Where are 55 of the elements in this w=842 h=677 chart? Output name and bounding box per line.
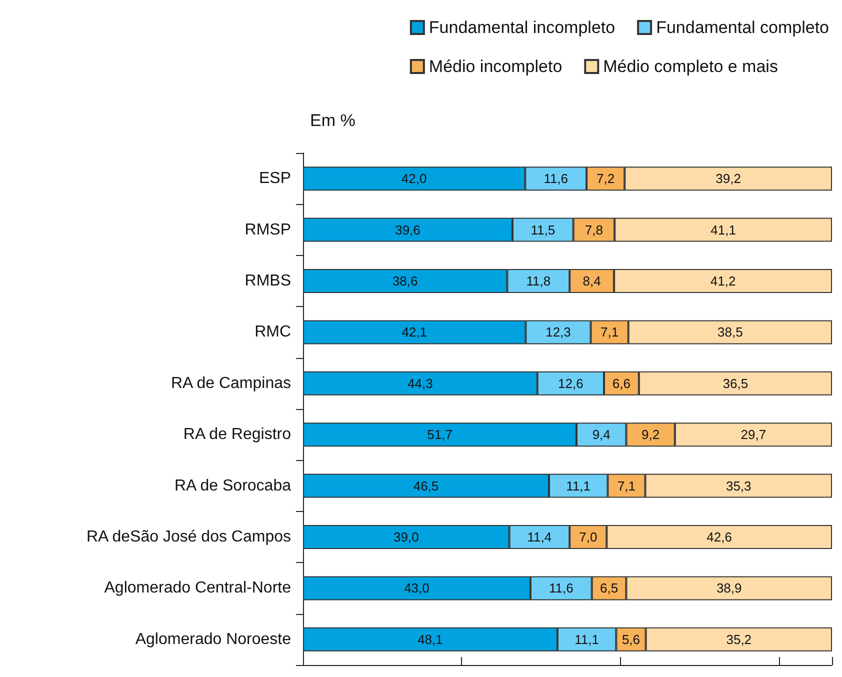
legend-label: Fundamental incompleto <box>428 18 616 37</box>
data-label: 11,1 <box>566 478 591 494</box>
y-tick-label: RMSP <box>244 221 291 238</box>
y-tick-label: RA de Sorocaba <box>174 477 292 494</box>
data-label: 7,0 <box>579 530 598 544</box>
data-label: 43,0 <box>404 580 430 596</box>
data-label: 39,0 <box>394 530 419 544</box>
legend-label: Fundamental completo <box>656 18 830 37</box>
data-label: 35,3 <box>726 478 752 494</box>
data-label: 44,3 <box>408 376 433 391</box>
data-label: 11,6 <box>548 580 574 596</box>
data-label: 11,8 <box>526 274 551 288</box>
data-label: 41,1 <box>710 222 736 238</box>
data-label: 7,2 <box>596 171 615 186</box>
data-label: 48,1 <box>418 632 443 647</box>
data-label: 46,5 <box>413 478 439 494</box>
y-tick-label: RMC <box>254 324 291 341</box>
data-label: 7,1 <box>600 324 619 340</box>
legend-label: Médio incompleto <box>428 57 562 76</box>
data-label: 35,2 <box>726 632 752 647</box>
y-tick-label: RA deSão José dos Campos <box>86 528 291 546</box>
data-label: 11,5 <box>530 222 556 238</box>
data-label: 42,1 <box>402 324 428 340</box>
data-label: 9,2 <box>642 427 660 442</box>
data-label: 38,9 <box>716 580 742 596</box>
y-tick-label: RA de Campinas <box>170 374 291 392</box>
legend-label: Médio completo e mais <box>603 57 778 76</box>
data-label: 12,3 <box>546 324 571 340</box>
y-tick-label: RA de Registro <box>183 426 292 444</box>
data-label: 11,6 <box>544 171 568 186</box>
data-label: 39,2 <box>716 171 741 186</box>
y-tick-label: Aglomerado Central-Norte <box>104 580 292 597</box>
data-label: 7,8 <box>584 222 603 238</box>
data-label: 51,7 <box>427 427 452 442</box>
data-label: 6,6 <box>612 376 630 391</box>
data-label: 38,6 <box>392 274 418 288</box>
data-label: 7,1 <box>617 478 636 494</box>
data-label: 11,4 <box>527 530 552 544</box>
text: Em % <box>310 111 356 130</box>
data-label: 6,5 <box>600 580 618 596</box>
data-label: 29,7 <box>740 427 766 442</box>
data-label: 42,6 <box>706 530 732 544</box>
y-tick-label: RMBS <box>244 272 291 290</box>
data-label: 12,6 <box>558 376 584 391</box>
data-label: 39,6 <box>395 222 420 238</box>
data-label: 41,2 <box>710 274 736 288</box>
data-label: 36,5 <box>722 376 748 391</box>
y-tick-label: Aglomerado Noroeste <box>135 630 292 648</box>
data-label: 11,1 <box>574 632 599 647</box>
y-tick-label: ESP <box>258 170 291 188</box>
data-label: 8,4 <box>582 274 601 288</box>
data-label: 42,0 <box>401 171 427 186</box>
data-label: 9,4 <box>592 427 610 442</box>
data-label: 5,6 <box>622 632 640 647</box>
data-label: 38,5 <box>718 324 743 340</box>
